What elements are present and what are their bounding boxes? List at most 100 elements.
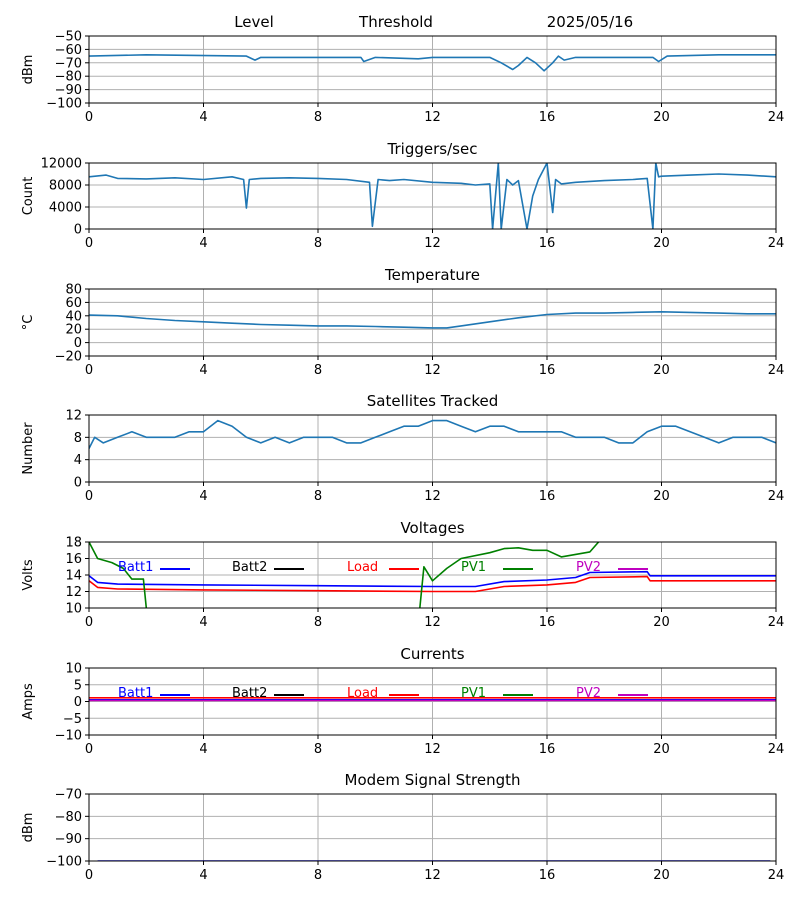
y-tick-label: −60 [55, 43, 82, 58]
y-tick-label: 14 [65, 569, 82, 584]
series-line [89, 570, 776, 588]
x-tick-label: 16 [539, 489, 556, 504]
x-tick-label: 20 [653, 110, 670, 125]
y-tick-label: 80 [65, 283, 82, 298]
x-tick-label: 16 [539, 236, 556, 251]
x-tick-label: 8 [314, 615, 322, 630]
x-tick-label: 20 [653, 615, 670, 630]
x-tick-label: 20 [653, 363, 670, 378]
x-tick-label: 0 [85, 489, 93, 504]
x-tick-label: 24 [768, 489, 785, 504]
legend-label: Batt1 [118, 560, 153, 575]
x-tick-label: 0 [85, 236, 93, 251]
chart-panel: 0 4 8 12 16 20 24 −100−90−80−70−60−50 dBm [21, 30, 784, 126]
x-tick-label: 12 [424, 489, 441, 504]
y-tick-label: −90 [55, 832, 82, 847]
y-tick-label: −70 [55, 788, 82, 803]
x-tick-label: 12 [424, 110, 441, 125]
x-tick-label: 24 [768, 615, 785, 630]
series-line [89, 310, 776, 329]
y-tick-label: 16 [65, 552, 82, 567]
x-tick-label: 24 [768, 742, 785, 757]
x-tick-label: 0 [85, 363, 93, 378]
y-axis-label: Number [21, 422, 36, 475]
legend-label: PV2 [576, 686, 601, 701]
x-tick-label: 8 [314, 489, 322, 504]
y-tick-label: 8 [74, 431, 82, 446]
x-tick-label: 16 [539, 742, 556, 757]
y-tick-label: 0 [74, 336, 82, 351]
chart-title: Satellites Tracked [367, 392, 498, 410]
x-tick-label: 4 [199, 110, 207, 125]
y-tick-label: 60 [65, 296, 82, 311]
y-tick-label: −90 [55, 83, 82, 98]
legend-label: Batt1 [118, 686, 153, 701]
chart-title: Currents [400, 645, 464, 663]
x-tick-label: 24 [768, 868, 785, 883]
legend-label: PV1 [461, 686, 486, 701]
x-tick-label: 16 [539, 615, 556, 630]
y-tick-label: −5 [63, 712, 82, 727]
chart-panel: 0 4 8 12 16 20 24 −100 −90 −80 −70 Modem Signal Str… [21, 771, 784, 883]
x-tick-label: 8 [314, 742, 322, 757]
x-tick-label: 16 [539, 363, 556, 378]
x-tick-label: 24 [768, 110, 785, 125]
x-tick-label: 12 [424, 236, 441, 251]
y-tick-label: 5 [74, 678, 82, 693]
x-tick-label: 20 [653, 489, 670, 504]
chart-title: Modem Signal Strength [345, 771, 521, 789]
x-tick-label: 4 [199, 489, 207, 504]
x-tick-label: 16 [539, 110, 556, 125]
y-axis-label: dBm [21, 813, 36, 843]
x-tick-label: 8 [314, 363, 322, 378]
x-tick-label: 4 [199, 615, 207, 630]
y-axis-label: Volts [21, 559, 36, 591]
series-line [89, 542, 600, 608]
y-tick-label: 0 [74, 476, 82, 491]
legend-label: Load [347, 560, 378, 575]
series-line [89, 575, 776, 593]
x-tick-label: 4 [199, 363, 207, 378]
x-tick-label: 20 [653, 742, 670, 757]
x-tick-label: 4 [199, 868, 207, 883]
legend-label: Batt2 [232, 686, 267, 701]
x-tick-label: 0 [85, 868, 93, 883]
y-axis-label: Amps [21, 683, 36, 720]
y-tick-label: 0 [74, 695, 82, 710]
legend-label: Load [347, 686, 378, 701]
y-tick-label: 8000 [49, 179, 82, 194]
chart-title: Temperature [384, 266, 480, 284]
x-tick-label: 12 [424, 363, 441, 378]
y-tick-label: 40 [65, 309, 82, 324]
y-tick-label: 12 [65, 409, 82, 424]
y-tick-label: −20 [55, 350, 82, 365]
y-tick-label: 18 [65, 536, 82, 551]
y-tick-label: −50 [55, 30, 82, 45]
chart-panel: 0 4 8 12 16 20 24 0 4000 8000 12000 Triggers/sec Cou… [21, 140, 784, 251]
y-tick-label: 0 [74, 223, 82, 238]
y-tick-label: 20 [65, 323, 82, 338]
y-axis-label: °C [21, 315, 36, 331]
y-tick-label: −100 [46, 97, 82, 112]
x-tick-label: 0 [85, 615, 93, 630]
y-tick-label: −80 [55, 810, 82, 825]
y-tick-label: −80 [55, 70, 82, 85]
series-line [89, 53, 776, 72]
x-tick-label: 8 [314, 110, 322, 125]
y-axis-label: dBm [21, 55, 36, 85]
x-tick-label: 0 [85, 742, 93, 757]
y-tick-label: 12000 [41, 157, 82, 172]
chart-title: Voltages [400, 519, 464, 537]
y-tick-label: −100 [46, 855, 82, 870]
header-date: 2025/05/16 [547, 13, 633, 31]
y-tick-label: −70 [55, 56, 82, 71]
x-tick-label: 0 [85, 110, 93, 125]
x-tick-label: 4 [199, 742, 207, 757]
x-tick-label: 20 [653, 236, 670, 251]
y-tick-label: 10 [65, 602, 82, 617]
series-line [89, 419, 776, 449]
